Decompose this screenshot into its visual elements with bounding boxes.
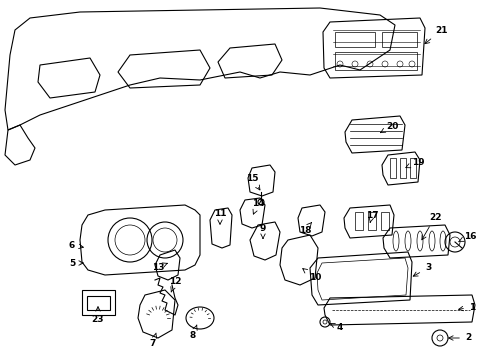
Text: 1: 1 [458, 302, 474, 311]
Bar [389, 158, 395, 178]
Text: 20: 20 [380, 122, 397, 133]
Text: 4: 4 [330, 323, 343, 333]
Bar [380, 212, 388, 230]
Bar [399, 158, 405, 178]
Text: 12: 12 [168, 278, 181, 292]
Text: 3: 3 [412, 264, 430, 276]
Bar [354, 212, 362, 230]
Bar [334, 32, 374, 47]
Text: 18: 18 [298, 222, 311, 234]
Text: 22: 22 [421, 212, 440, 240]
Text: 7: 7 [149, 333, 157, 347]
Text: 11: 11 [213, 208, 226, 224]
Text: 2: 2 [448, 333, 470, 342]
Text: 6: 6 [69, 240, 83, 249]
Text: 21: 21 [424, 26, 447, 44]
Text: 9: 9 [259, 224, 265, 238]
Text: 15: 15 [245, 174, 260, 190]
Text: 8: 8 [189, 325, 197, 339]
Bar [409, 158, 415, 178]
Bar [367, 212, 375, 230]
Text: 13: 13 [151, 262, 167, 271]
Text: 23: 23 [92, 307, 104, 324]
Text: 5: 5 [69, 258, 83, 267]
Bar [381, 32, 416, 47]
Text: 14: 14 [251, 198, 264, 214]
Text: 16: 16 [458, 231, 475, 242]
Bar [334, 52, 416, 70]
Text: 17: 17 [365, 211, 378, 222]
Text: 19: 19 [405, 158, 424, 168]
Text: 10: 10 [302, 269, 321, 283]
